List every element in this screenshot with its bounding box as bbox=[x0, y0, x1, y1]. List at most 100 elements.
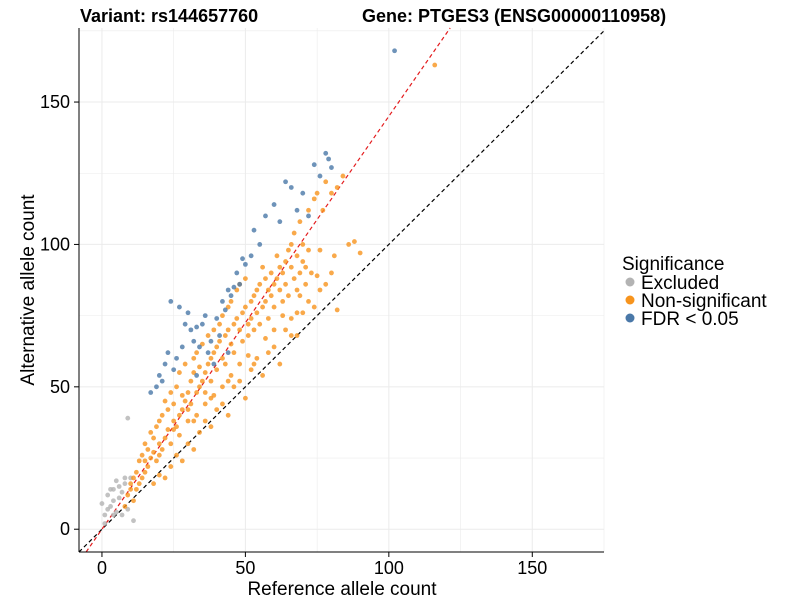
data-point bbox=[346, 242, 352, 247]
data-point bbox=[208, 378, 214, 384]
data-point bbox=[125, 492, 131, 498]
data-point bbox=[268, 293, 274, 299]
data-point bbox=[199, 321, 205, 327]
data-point bbox=[317, 287, 323, 293]
data-point bbox=[99, 501, 105, 506]
data-point bbox=[159, 378, 165, 384]
data-point bbox=[314, 190, 320, 196]
data-point bbox=[251, 227, 257, 233]
data-point bbox=[234, 270, 240, 276]
legend-title: Significance bbox=[622, 254, 724, 275]
data-point bbox=[240, 256, 245, 262]
data-point bbox=[122, 481, 128, 487]
legend: Significance ExcludedNon-significantFDR … bbox=[622, 254, 767, 330]
data-point bbox=[254, 310, 260, 316]
y-axis-title: Alternative allele count bbox=[18, 194, 39, 386]
data-point bbox=[300, 242, 306, 247]
data-point bbox=[237, 281, 243, 287]
data-point bbox=[125, 415, 131, 421]
data-point bbox=[231, 321, 237, 327]
data-point bbox=[277, 264, 283, 270]
data-point bbox=[151, 435, 156, 441]
data-point bbox=[208, 395, 214, 401]
x-tick-label: 0 bbox=[97, 558, 107, 578]
data-point bbox=[162, 361, 168, 367]
data-point bbox=[131, 475, 136, 481]
data-point bbox=[214, 367, 220, 373]
data-point bbox=[237, 327, 243, 333]
data-point bbox=[179, 458, 185, 464]
data-point bbox=[159, 412, 165, 418]
data-point bbox=[222, 307, 228, 313]
data-point bbox=[156, 452, 162, 458]
data-point bbox=[185, 390, 191, 395]
data-point bbox=[277, 361, 283, 367]
data-point bbox=[257, 321, 263, 327]
data-point bbox=[311, 162, 317, 168]
data-point bbox=[300, 310, 306, 316]
data-point bbox=[225, 287, 231, 293]
data-point bbox=[242, 304, 248, 310]
data-point bbox=[185, 418, 191, 424]
data-point bbox=[432, 62, 438, 68]
data-point bbox=[122, 504, 128, 509]
data-point bbox=[251, 293, 257, 299]
title-gene: Gene: PTGES3 (ENSG00000110958) bbox=[362, 6, 666, 26]
data-point bbox=[133, 486, 139, 492]
data-point bbox=[202, 313, 208, 319]
data-point bbox=[291, 230, 297, 236]
data-point bbox=[234, 316, 240, 321]
data-point bbox=[182, 398, 188, 404]
data-point bbox=[245, 333, 251, 338]
data-point bbox=[108, 504, 113, 509]
y-tick-label: 0 bbox=[60, 519, 70, 539]
data-point bbox=[228, 298, 234, 304]
data-point bbox=[357, 250, 363, 256]
data-point bbox=[352, 239, 357, 244]
x-ticks: 0 50 100 150 bbox=[97, 552, 547, 578]
data-point bbox=[174, 452, 179, 458]
data-point bbox=[237, 378, 243, 384]
data-point bbox=[248, 253, 254, 259]
data-point bbox=[154, 384, 159, 390]
data-point bbox=[306, 207, 311, 213]
data-point bbox=[202, 370, 208, 375]
data-point bbox=[128, 486, 134, 492]
data-point bbox=[142, 469, 148, 475]
data-point bbox=[131, 498, 136, 504]
data-point bbox=[297, 219, 303, 225]
data-point bbox=[108, 486, 113, 492]
data-point bbox=[154, 458, 159, 464]
data-point bbox=[162, 435, 168, 441]
data-point bbox=[280, 298, 286, 304]
data-point bbox=[306, 298, 311, 304]
data-point bbox=[268, 270, 274, 276]
data-point bbox=[174, 355, 179, 361]
data-point bbox=[139, 452, 145, 458]
data-point bbox=[154, 424, 159, 430]
data-points bbox=[99, 48, 438, 526]
data-point bbox=[151, 481, 156, 487]
data-point bbox=[148, 429, 154, 435]
data-point bbox=[231, 350, 237, 356]
data-point bbox=[260, 264, 266, 270]
data-point bbox=[179, 344, 185, 350]
data-point bbox=[156, 441, 162, 447]
grid-major bbox=[79, 28, 605, 552]
data-point bbox=[326, 156, 331, 162]
data-point bbox=[294, 310, 300, 316]
data-point bbox=[311, 304, 317, 310]
data-point bbox=[329, 165, 334, 170]
data-point bbox=[242, 276, 248, 282]
data-point bbox=[260, 304, 266, 310]
data-point bbox=[162, 398, 168, 404]
data-point bbox=[263, 336, 268, 341]
data-point bbox=[148, 390, 154, 395]
data-point bbox=[171, 427, 177, 432]
data-point bbox=[136, 481, 142, 487]
data-point bbox=[303, 264, 309, 270]
data-point bbox=[274, 276, 280, 282]
data-point bbox=[156, 373, 162, 378]
data-point bbox=[211, 361, 217, 367]
